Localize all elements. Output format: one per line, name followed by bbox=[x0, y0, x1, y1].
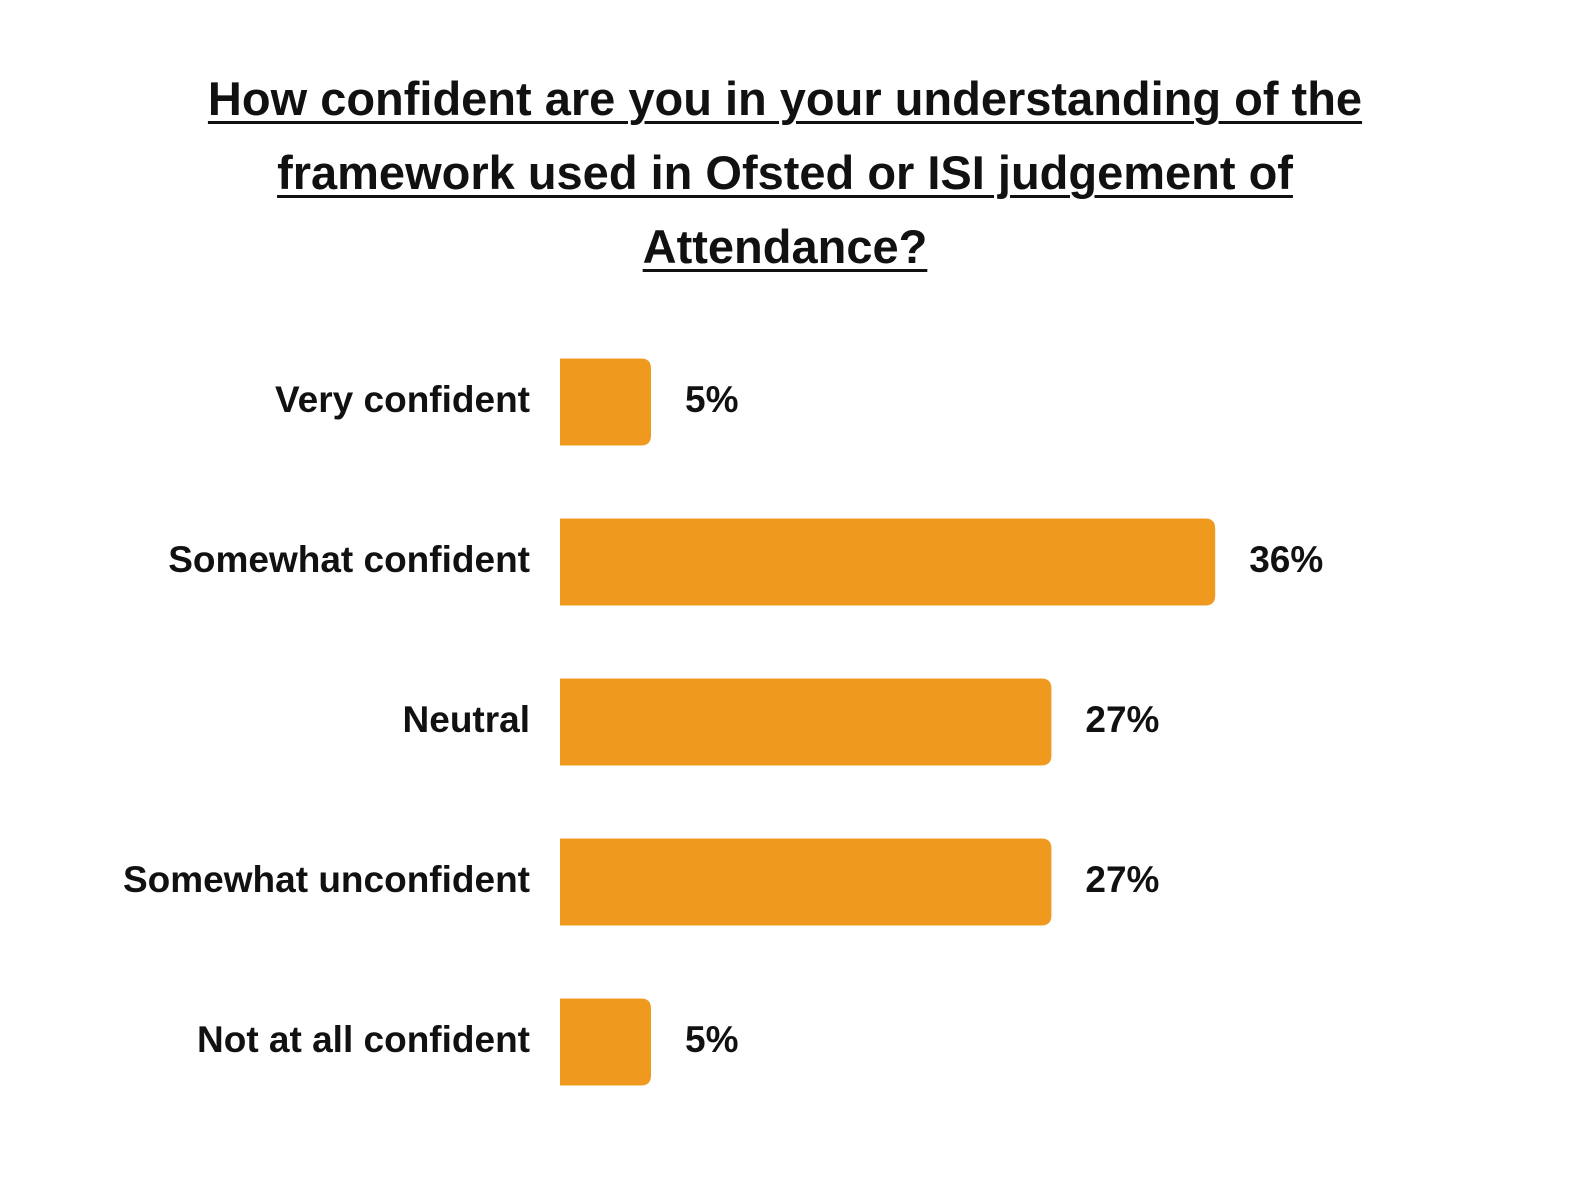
value-label: 5% bbox=[685, 379, 738, 420]
category-label: Somewhat unconfident bbox=[123, 859, 530, 900]
value-label: 5% bbox=[685, 1019, 738, 1060]
category-label: Not at all confident bbox=[197, 1019, 530, 1060]
chart-title: How confident are you in your understand… bbox=[207, 72, 1363, 273]
bar bbox=[560, 678, 1052, 766]
bar bbox=[560, 518, 1216, 606]
value-label: 36% bbox=[1249, 539, 1323, 580]
category-label: Very confident bbox=[275, 379, 530, 420]
value-label: 27% bbox=[1085, 699, 1159, 740]
category-label: Somewhat confident bbox=[168, 539, 530, 580]
bar bbox=[560, 838, 1052, 926]
bar bbox=[560, 358, 651, 446]
bar bbox=[560, 998, 651, 1086]
category-label: Neutral bbox=[403, 699, 530, 740]
value-label: 27% bbox=[1085, 859, 1159, 900]
